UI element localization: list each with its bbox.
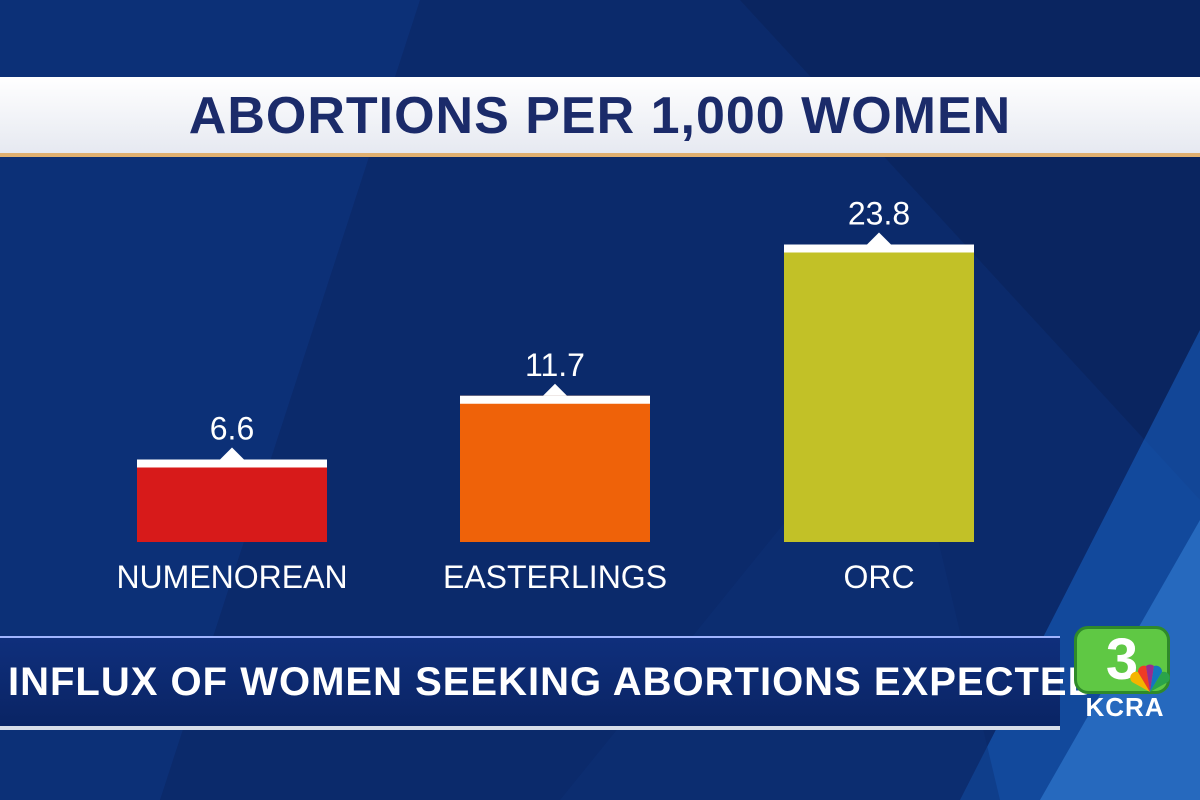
lower-third-banner <box>0 636 1060 730</box>
bar-chart: 6.6 NUMENOREAN 11.7 EASTERLINGS 23.8 ORC <box>116 196 974 595</box>
chart-title: ABORTIONS PER 1,000 WOMEN <box>188 87 1012 145</box>
category-label-numenorean: NUMENOREAN <box>116 559 347 595</box>
bar-numenorean <box>137 459 327 542</box>
bar-pointer-orc <box>867 232 891 245</box>
bar-orc <box>784 244 974 542</box>
category-label-orc: ORC <box>843 559 914 595</box>
value-label-easterlings: 11.7 <box>525 347 585 383</box>
bar-easterlings <box>460 395 650 542</box>
station-call-sign: KCRA <box>1085 692 1165 722</box>
value-label-orc: 23.8 <box>848 196 910 232</box>
bar-cap-orc <box>784 244 974 253</box>
bar-cap-numenorean <box>137 459 327 468</box>
category-label-easterlings: EASTERLINGS <box>443 559 667 595</box>
title-bar <box>0 77 1200 157</box>
nbc-peacock-icon <box>1130 664 1170 692</box>
headline-text: INFLUX OF WOMEN SEEKING ABORTIONS EXPECT… <box>8 660 1098 704</box>
value-label-numenorean: 6.6 <box>210 411 254 447</box>
bar-pointer-numenorean <box>220 447 244 460</box>
bar-pointer-easterlings <box>543 383 567 396</box>
bar-cap-easterlings <box>460 395 650 404</box>
